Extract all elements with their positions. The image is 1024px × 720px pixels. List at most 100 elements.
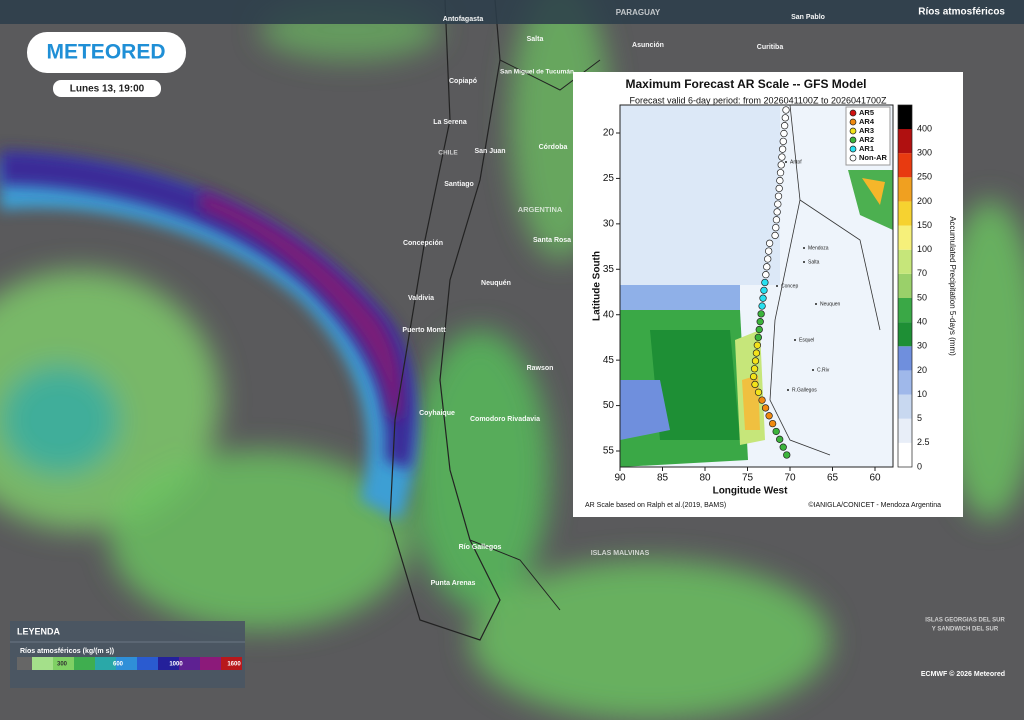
place-dot bbox=[815, 303, 817, 305]
river-band bbox=[0, 160, 417, 520]
place-label: Neuquén bbox=[481, 280, 511, 287]
ar-legend-label: AR3 bbox=[859, 126, 874, 135]
legend-swatch bbox=[179, 657, 200, 670]
ar-point bbox=[772, 427, 780, 436]
place-label: Neuquen bbox=[820, 301, 841, 307]
ar-point bbox=[765, 239, 774, 247]
colorbar-tick-label: 5 bbox=[917, 413, 922, 423]
place-label: Santiago bbox=[444, 181, 474, 188]
ar-point bbox=[758, 396, 766, 404]
ar-point bbox=[755, 325, 763, 334]
country-border bbox=[389, 0, 501, 641]
ar-point bbox=[782, 106, 790, 114]
coastline bbox=[769, 104, 881, 456]
place-label: Copiapó bbox=[449, 78, 477, 85]
y-tick-label: 35 bbox=[603, 264, 615, 275]
place-label: La Serena bbox=[433, 119, 467, 126]
ar-point bbox=[776, 169, 785, 177]
x-tick-label: 60 bbox=[869, 473, 881, 484]
ar-point bbox=[757, 310, 765, 318]
x-axis-label: Longitude West bbox=[713, 486, 788, 497]
ar-point bbox=[780, 129, 788, 138]
place-dot bbox=[776, 285, 778, 287]
colorbar-segment bbox=[898, 201, 912, 226]
colorbar-tick-label: 0 bbox=[917, 461, 922, 471]
time: Lunes 13, 19:00 bbox=[70, 84, 145, 95]
ar-point bbox=[765, 412, 773, 420]
colorbar-segment bbox=[898, 346, 912, 371]
place-label: Rawson bbox=[527, 365, 554, 372]
place-label: Mendoza bbox=[808, 245, 829, 251]
layer-name[interactable]: Ríos atmosféricos bbox=[918, 7, 1005, 18]
x-tick-label: 70 bbox=[784, 473, 796, 484]
precip-field bbox=[620, 285, 740, 310]
place-label: Salta bbox=[527, 36, 544, 43]
legend-swatch bbox=[95, 657, 116, 670]
river-core bbox=[0, 150, 416, 470]
ar-legend-label: Non-AR bbox=[859, 153, 887, 162]
place-label: R.Gallegos bbox=[792, 387, 817, 393]
place-label: Coyhaique bbox=[419, 410, 455, 417]
ar-point bbox=[775, 184, 783, 193]
legend-tick-label: 1000 bbox=[169, 662, 183, 668]
legend-swatch bbox=[32, 657, 53, 670]
colorbar-segment bbox=[898, 153, 912, 178]
ar-point bbox=[758, 302, 766, 310]
ar-point bbox=[761, 404, 770, 412]
y-tick-label: 25 bbox=[603, 173, 615, 184]
legend-swatch bbox=[221, 657, 242, 670]
place-label: Puerto Montt bbox=[402, 327, 446, 334]
y-tick-label: 20 bbox=[603, 128, 615, 139]
ar-point bbox=[781, 114, 789, 122]
colorbar-tick-label: 100 bbox=[917, 244, 932, 254]
logo[interactable]: METEORED bbox=[46, 41, 165, 64]
place-label: ISLAS GEORGIAS DEL SUR bbox=[925, 618, 1005, 624]
inset-title: Maximum Forecast AR Scale -- GFS Model bbox=[626, 77, 867, 91]
place-dot bbox=[803, 261, 805, 263]
colorbar-segment bbox=[898, 322, 912, 347]
legend-swatch bbox=[158, 657, 179, 670]
time-badge bbox=[53, 80, 161, 97]
colorbar-segment bbox=[898, 394, 912, 419]
place-label: Salta bbox=[808, 259, 820, 265]
y-tick-label: 40 bbox=[603, 309, 615, 320]
ar-legend-label: AR4 bbox=[859, 117, 875, 126]
place-label: Comodoro Rivadavia bbox=[470, 416, 540, 423]
place-label: Antofagasta bbox=[443, 16, 484, 23]
precip-field bbox=[650, 330, 740, 440]
ar-legend-marker bbox=[849, 145, 857, 153]
place-label: Santa Rosa bbox=[533, 237, 571, 244]
colorbar-tick-label: 20 bbox=[917, 365, 927, 375]
x-tick-label: 85 bbox=[657, 473, 669, 484]
ar-legend-marker bbox=[849, 127, 857, 135]
colorbar-tick-label: 400 bbox=[917, 123, 932, 133]
ar-point bbox=[772, 223, 780, 232]
legend-title: LEYENDA bbox=[17, 626, 61, 636]
place-label: PARAGUAY bbox=[616, 8, 661, 17]
inset-footer-left: AR Scale based on Ralph et al.(2019, BAM… bbox=[585, 502, 726, 509]
place-label: Río Gallegos bbox=[459, 544, 502, 551]
place-label: Esquel bbox=[799, 337, 814, 343]
place-dot bbox=[812, 369, 814, 371]
ar-point bbox=[763, 263, 771, 271]
ar-point bbox=[778, 145, 787, 153]
inset-subtitle: Forecast valid 6-day period: from 202604… bbox=[630, 95, 887, 105]
place-dot bbox=[803, 247, 805, 249]
plot-frame bbox=[619, 104, 894, 468]
y-tick-label: 50 bbox=[603, 400, 615, 411]
legend-swatch bbox=[53, 657, 74, 670]
logo-badge[interactable] bbox=[27, 32, 186, 73]
place-dot bbox=[794, 339, 796, 341]
river-peak bbox=[200, 190, 402, 420]
place-label: San Juan bbox=[474, 148, 505, 155]
place-label: Córdoba bbox=[539, 144, 568, 151]
colorbar-segment bbox=[898, 298, 912, 323]
x-tick-label: 90 bbox=[614, 473, 626, 484]
ar-point bbox=[762, 271, 770, 279]
precip-field bbox=[620, 105, 780, 285]
y-tick-label: 55 bbox=[603, 446, 615, 457]
legend-swatch bbox=[137, 657, 158, 670]
ar-point bbox=[774, 200, 782, 208]
ar-legend-marker bbox=[849, 109, 857, 117]
